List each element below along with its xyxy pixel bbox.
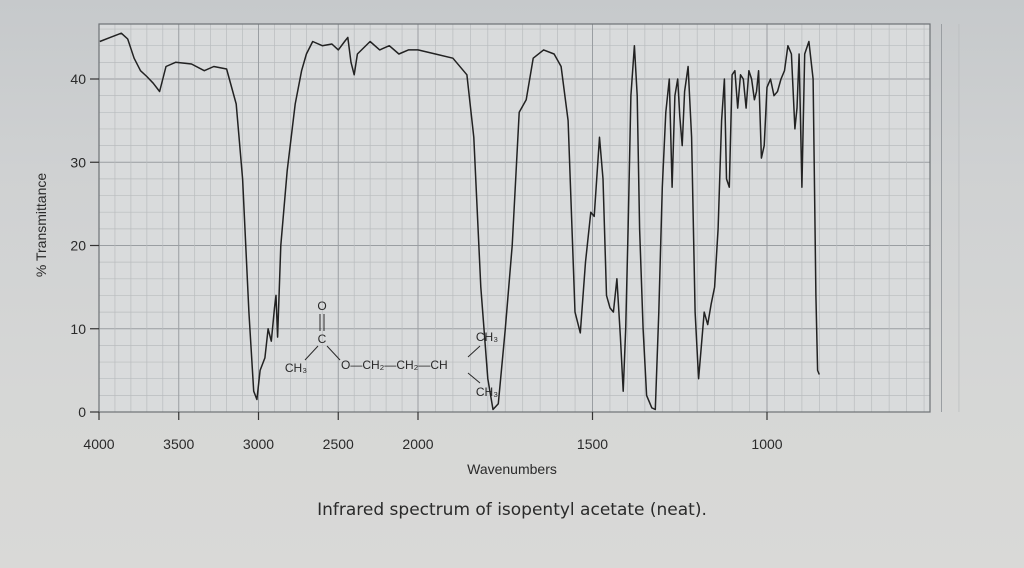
x-axis-label: Wavenumbers [467,461,557,477]
x-tick-label: 4000 [83,436,114,452]
methyl-up: CH₃ [476,330,498,344]
methyl-left: CH₃ [285,361,307,375]
y-tick-label: 30 [70,154,86,170]
y-axis: 0 10 20 30 40 [70,71,99,420]
x-tick-label: 2500 [323,436,354,452]
y-tick-label: 20 [70,238,86,254]
plot-background [99,24,930,412]
y-axis-label: % Transmittance [33,173,49,277]
carbonyl-carbon: C [318,332,327,346]
ester-chain: O—CH₂—CH₂—CH [341,358,448,372]
x-tick-label: 3000 [243,436,274,452]
plot-frame [98,23,931,413]
spectrum-line [99,32,820,411]
carbonyl-oxygen: O [317,299,326,313]
chemical-structure: O C CH₃ O—CH₂—CH₂—CH CH₃ CH₃ [285,299,498,399]
methyl-down: CH₃ [476,385,498,399]
x-tick-label: 1000 [751,436,782,452]
x-tick-label: 3500 [163,436,194,452]
y-tick-label: 40 [70,71,86,87]
x-axis: 4000 3500 3000 2500 2000 1500 1000 [83,412,783,452]
x-tick-label: 2000 [402,436,433,452]
figure-caption: Infrared spectrum of isopentyl acetate (… [317,500,707,520]
x-tick-label: 1500 [577,436,608,452]
y-tick-label: 10 [70,321,86,337]
y-tick-label: 0 [78,404,86,420]
